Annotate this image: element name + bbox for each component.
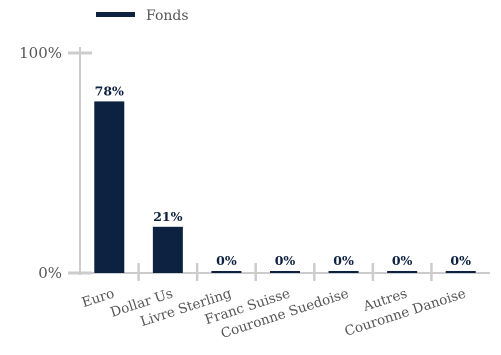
bar-couronne-suedoise bbox=[328, 271, 359, 273]
bar-autres bbox=[387, 271, 418, 273]
legend: Fonds bbox=[96, 8, 189, 24]
y-tick-label-0: 0% bbox=[38, 264, 62, 282]
legend-swatch-fonds bbox=[96, 12, 135, 17]
bar-dollar-us bbox=[152, 226, 183, 273]
data-label-5: 0% bbox=[392, 253, 413, 268]
data-label-2: 0% bbox=[216, 253, 237, 268]
axes: 0% 100% bbox=[19, 44, 490, 282]
legend-label-fonds: Fonds bbox=[146, 8, 189, 24]
bar-livre-sterling bbox=[211, 271, 242, 273]
data-label-6: 0% bbox=[450, 253, 471, 268]
data-label-3: 0% bbox=[275, 253, 296, 268]
data-label-0: 78% bbox=[95, 83, 124, 98]
bar-franc-suisse bbox=[270, 271, 300, 273]
y-tick-label-100: 100% bbox=[19, 44, 62, 62]
data-label-4: 0% bbox=[333, 253, 354, 268]
bars bbox=[94, 101, 476, 274]
bar-couronne-danoise bbox=[445, 271, 476, 273]
bar-euro bbox=[94, 101, 125, 274]
data-label-1: 21% bbox=[153, 209, 182, 224]
